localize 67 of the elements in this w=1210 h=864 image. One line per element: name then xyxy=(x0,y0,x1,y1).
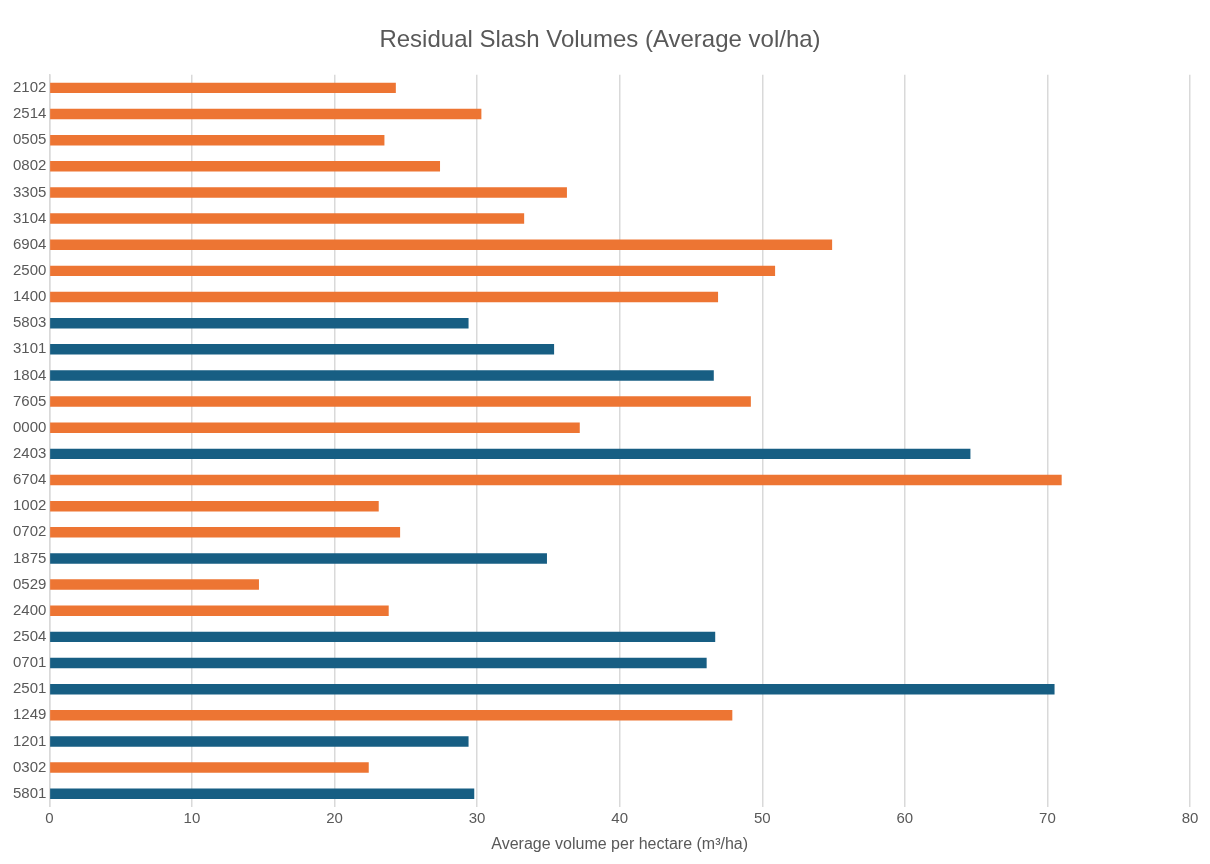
y-tick-label: 1400 xyxy=(12,287,47,305)
bar xyxy=(50,161,441,172)
x-tick-label: 0 xyxy=(45,808,54,826)
bar xyxy=(50,396,751,407)
chart-title: Residual Slash Volumes (Average vol/ha) xyxy=(379,25,821,53)
y-tick-label: 5801 xyxy=(12,783,47,801)
x-tick-label: 40 xyxy=(611,808,629,826)
bar xyxy=(50,605,389,616)
y-tick-label: 3305 xyxy=(12,182,47,200)
bar xyxy=(50,657,707,669)
y-tick-label: 0505 xyxy=(12,130,47,148)
x-tick-label: 70 xyxy=(1039,808,1056,826)
bar xyxy=(50,762,369,773)
bar xyxy=(50,422,580,433)
y-tick-label: 2102 xyxy=(12,78,47,96)
x-tick-label: 20 xyxy=(326,808,343,826)
bar xyxy=(50,553,547,564)
bar xyxy=(50,108,482,120)
bar xyxy=(50,500,379,512)
y-tick-label: 1875 xyxy=(12,548,47,566)
y-tick-label: 0802 xyxy=(12,156,47,174)
bar xyxy=(50,187,567,198)
y-tick-label: 1804 xyxy=(12,365,47,383)
y-tick-label: 7605 xyxy=(12,391,47,409)
bar xyxy=(50,344,555,355)
x-axis-title: Average volume per hectare (m³/ha) xyxy=(491,834,749,852)
bar xyxy=(50,213,525,224)
y-tick-label: 5803 xyxy=(12,313,47,331)
bar xyxy=(50,239,833,250)
bar xyxy=(50,736,469,747)
y-tick-label: 0302 xyxy=(12,757,47,775)
bar xyxy=(50,788,475,799)
x-tick-label: 30 xyxy=(468,808,486,826)
bar xyxy=(50,370,714,381)
y-tick-label: 3101 xyxy=(12,339,47,357)
y-tick-label: 0701 xyxy=(12,653,47,671)
bar xyxy=(50,448,971,460)
bar xyxy=(50,631,716,643)
y-tick-label: 0702 xyxy=(12,522,47,540)
bar xyxy=(50,317,469,329)
bar xyxy=(50,474,1062,486)
y-tick-label: 2500 xyxy=(12,261,47,279)
y-tick-label: 6704 xyxy=(12,470,47,488)
y-tick-label: 1201 xyxy=(12,731,47,749)
y-tick-label: 2514 xyxy=(12,104,47,122)
y-tick-label: 0000 xyxy=(12,417,47,435)
x-tick-label: 50 xyxy=(753,808,771,826)
x-tick-label: 60 xyxy=(896,808,914,826)
bar xyxy=(50,710,733,721)
bar xyxy=(50,527,401,538)
bar xyxy=(50,291,719,303)
y-tick-label: 0529 xyxy=(12,574,47,592)
y-tick-label: 2504 xyxy=(12,627,47,645)
bar xyxy=(50,265,776,277)
y-tick-label: 1249 xyxy=(12,705,47,723)
y-tick-label: 1002 xyxy=(12,496,47,514)
bar xyxy=(50,82,396,94)
y-tick-label: 2400 xyxy=(12,600,47,618)
y-tick-label: 6904 xyxy=(12,234,47,252)
y-tick-label: 2501 xyxy=(12,679,47,697)
bar xyxy=(50,579,259,590)
y-tick-label: 2403 xyxy=(12,444,47,462)
bar xyxy=(50,683,1055,695)
x-tick-label: 10 xyxy=(183,808,201,826)
y-tick-label: 3104 xyxy=(12,208,47,226)
bar xyxy=(50,134,385,146)
x-tick-label: 80 xyxy=(1181,808,1199,826)
